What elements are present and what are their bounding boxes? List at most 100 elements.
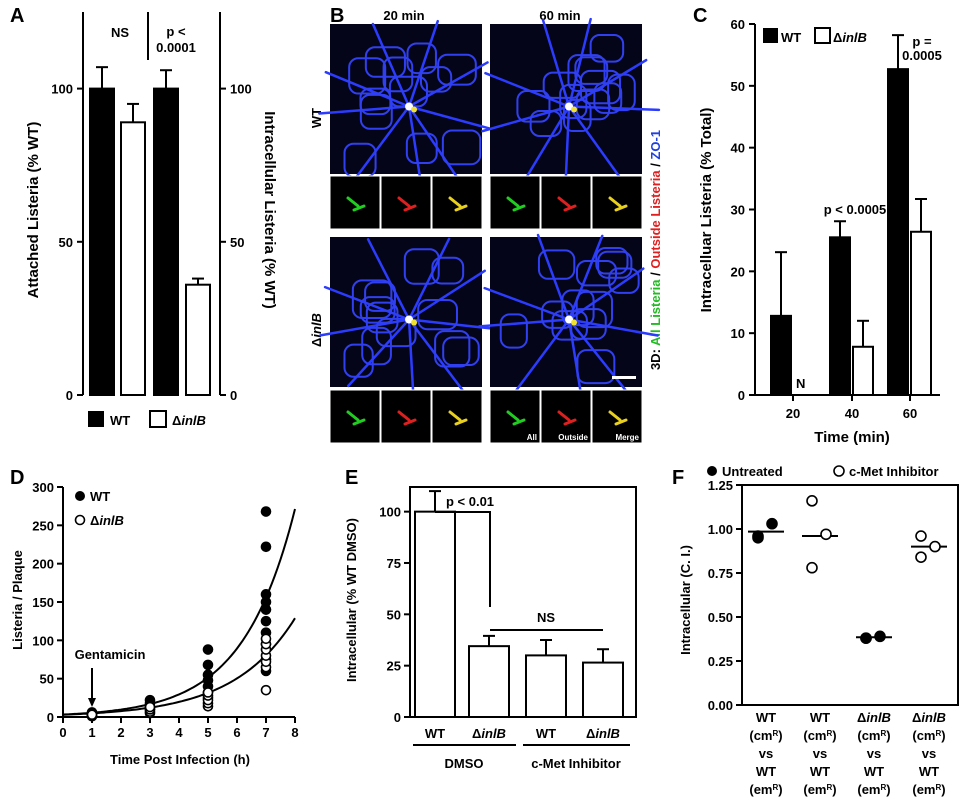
zo1-cell-outline: [437, 53, 477, 86]
panel-c-annotation-p60-line2: 0.0005: [902, 48, 942, 63]
panel-f-xtick-label: (cmR): [803, 728, 836, 743]
zo1-cell-outline: [542, 71, 583, 99]
panel-c-annotation-p40: p < 0.0005: [824, 202, 887, 217]
panel-f-ytick-label: 0.75: [708, 566, 733, 581]
zo1-junction: [513, 318, 571, 393]
panel-e-ylabel: Intracellular (% WT DMSO): [344, 518, 359, 682]
panel-d-ylabel: Listeria / Plaque: [10, 550, 25, 650]
panel-a-ytick-label-right: 0: [230, 388, 237, 403]
panel-e-group-cmet: c-Met Inhibitor: [531, 756, 621, 771]
listeria-cluster: [411, 106, 418, 113]
panel-f-xtick-label: (emR): [749, 782, 782, 797]
panel-d-ytick-label: 300: [32, 480, 54, 495]
panel-f-legend-marker-cmet: [833, 465, 845, 477]
panel-label-f: F: [672, 467, 684, 489]
panel-d-point-wt: [260, 541, 272, 553]
panel-label-a: A: [10, 5, 24, 27]
panel-c-ytick-label: 40: [731, 141, 745, 156]
panel-f-point: [915, 530, 927, 542]
zo1-junction: [371, 22, 411, 108]
panel-c-bar: [910, 230, 932, 396]
panel-d-point-wt: [202, 644, 214, 655]
inset-bacterium: [448, 196, 462, 208]
panel-d-ytick-label: 200: [32, 557, 54, 572]
panel-d-xtick-label: 5: [204, 725, 211, 740]
panel-f-point: [820, 528, 832, 541]
zo1-cell-outline: [541, 300, 575, 329]
zo1-cell-outline: [576, 259, 617, 287]
listeria-cluster: [405, 102, 414, 111]
zo1-cell-outline: [417, 298, 458, 331]
panel-b-row-inlb: ΔinlB: [309, 313, 324, 347]
panel-d-xtick-label: 8: [291, 725, 298, 740]
panel-f-legend-untreated: Untreated: [722, 464, 783, 479]
inset-label: Merge: [615, 433, 639, 442]
panel-f-point: [915, 551, 927, 563]
zo1-cell-outline: [403, 248, 440, 285]
panel-b-side-label: 3D: All Listeria / Outside Listeria / ZO…: [648, 130, 663, 370]
listeria-cluster: [565, 315, 574, 324]
panel-c: Intracelluar Listeria (% Total) Time (mi…: [698, 17, 942, 446]
zo1-junction: [407, 318, 500, 331]
panel-c-ytick-label: 30: [731, 203, 745, 218]
inset-bacterium: [506, 410, 520, 422]
inset-bacterium: [563, 204, 577, 212]
panel-a-bar: [153, 87, 179, 396]
panel-e-xtick-label: ΔinlB: [472, 726, 506, 741]
panel-f-point: [806, 561, 818, 574]
panel-f-xtick-label: WT: [864, 764, 884, 779]
zo1-cell-outline: [607, 73, 636, 112]
panel-a-ytick-label-right: 50: [230, 235, 244, 250]
panel-d-xtick-label: 2: [117, 725, 124, 740]
panel-c-xtick-label: 40: [845, 406, 859, 421]
inset-bacterium: [397, 410, 411, 422]
panel-d-point-wt: [260, 615, 272, 627]
inset-bacterium: [563, 418, 577, 426]
zo1-junction: [407, 269, 487, 321]
inset-bacterium: [608, 410, 622, 422]
listeria-cluster: [571, 319, 578, 326]
panel-f: Intracellular (C. I.) 0.00 0.25 0.50 0.75 1.…: [678, 464, 959, 797]
panel-d-ytick-label: 100: [32, 633, 54, 648]
panel-f-xtick-label: vs: [867, 746, 881, 761]
zo1-cell-outline: [593, 82, 623, 114]
zo1-junction: [407, 19, 439, 108]
panel-c-bar: [852, 345, 874, 396]
zo1-cell-outline: [359, 93, 393, 130]
panel-d-point-inlb: [260, 633, 272, 645]
panel-label-e: E: [345, 467, 358, 489]
panel-f-xtick-label: WT: [756, 710, 776, 725]
panel-c-ylabel: Intracelluar Listeria (% Total): [698, 108, 715, 313]
panel-label-b: B: [330, 5, 344, 27]
listeria-cluster: [405, 315, 414, 324]
zo1-cell-outline: [365, 301, 399, 334]
panel-d-point-wt: [202, 669, 214, 681]
panel-a-ytick-label-left: 0: [66, 388, 73, 403]
inset-bacterium: [614, 418, 628, 426]
zo1-junction: [567, 17, 592, 108]
panel-c-ytick-label: 0: [738, 388, 745, 403]
panel-c-xlabel: Time (min): [814, 429, 890, 446]
zo1-cell-outline: [608, 267, 640, 294]
panel-f-xtick-label: vs: [922, 746, 936, 761]
zo1-junction: [353, 105, 411, 180]
panel-c-annotation-n: N: [796, 376, 805, 391]
inset-panel: [380, 389, 432, 444]
inset-bacterium: [448, 410, 462, 422]
zo1-junction: [567, 318, 659, 337]
panel-a-legend-swatch-wt: [88, 411, 104, 427]
panel-c-legend-wt: WT: [781, 30, 801, 45]
panel-f-ylabel: Intracellular (C. I.): [678, 545, 693, 655]
inset-bacterium: [557, 410, 571, 422]
zo1-junction: [536, 233, 571, 321]
panel-e-sig-ns: NS: [537, 610, 555, 625]
panel-e-ytick-label: 75: [387, 556, 401, 571]
panel-e-xtick-label: WT: [536, 726, 556, 741]
panel-f-xtick-label: WT: [810, 710, 830, 725]
panel-d-xtick-label: 7: [262, 725, 269, 740]
zo1-cell-outline: [516, 90, 551, 123]
panel-d: Listeria / Plaque Time Post Infection (h…: [10, 480, 299, 767]
panel-f-xtick-label: (emR): [912, 782, 945, 797]
panel-e-xtick-label: ΔinlB: [586, 726, 620, 741]
panel-d-legend-marker-inlb: [74, 514, 86, 526]
